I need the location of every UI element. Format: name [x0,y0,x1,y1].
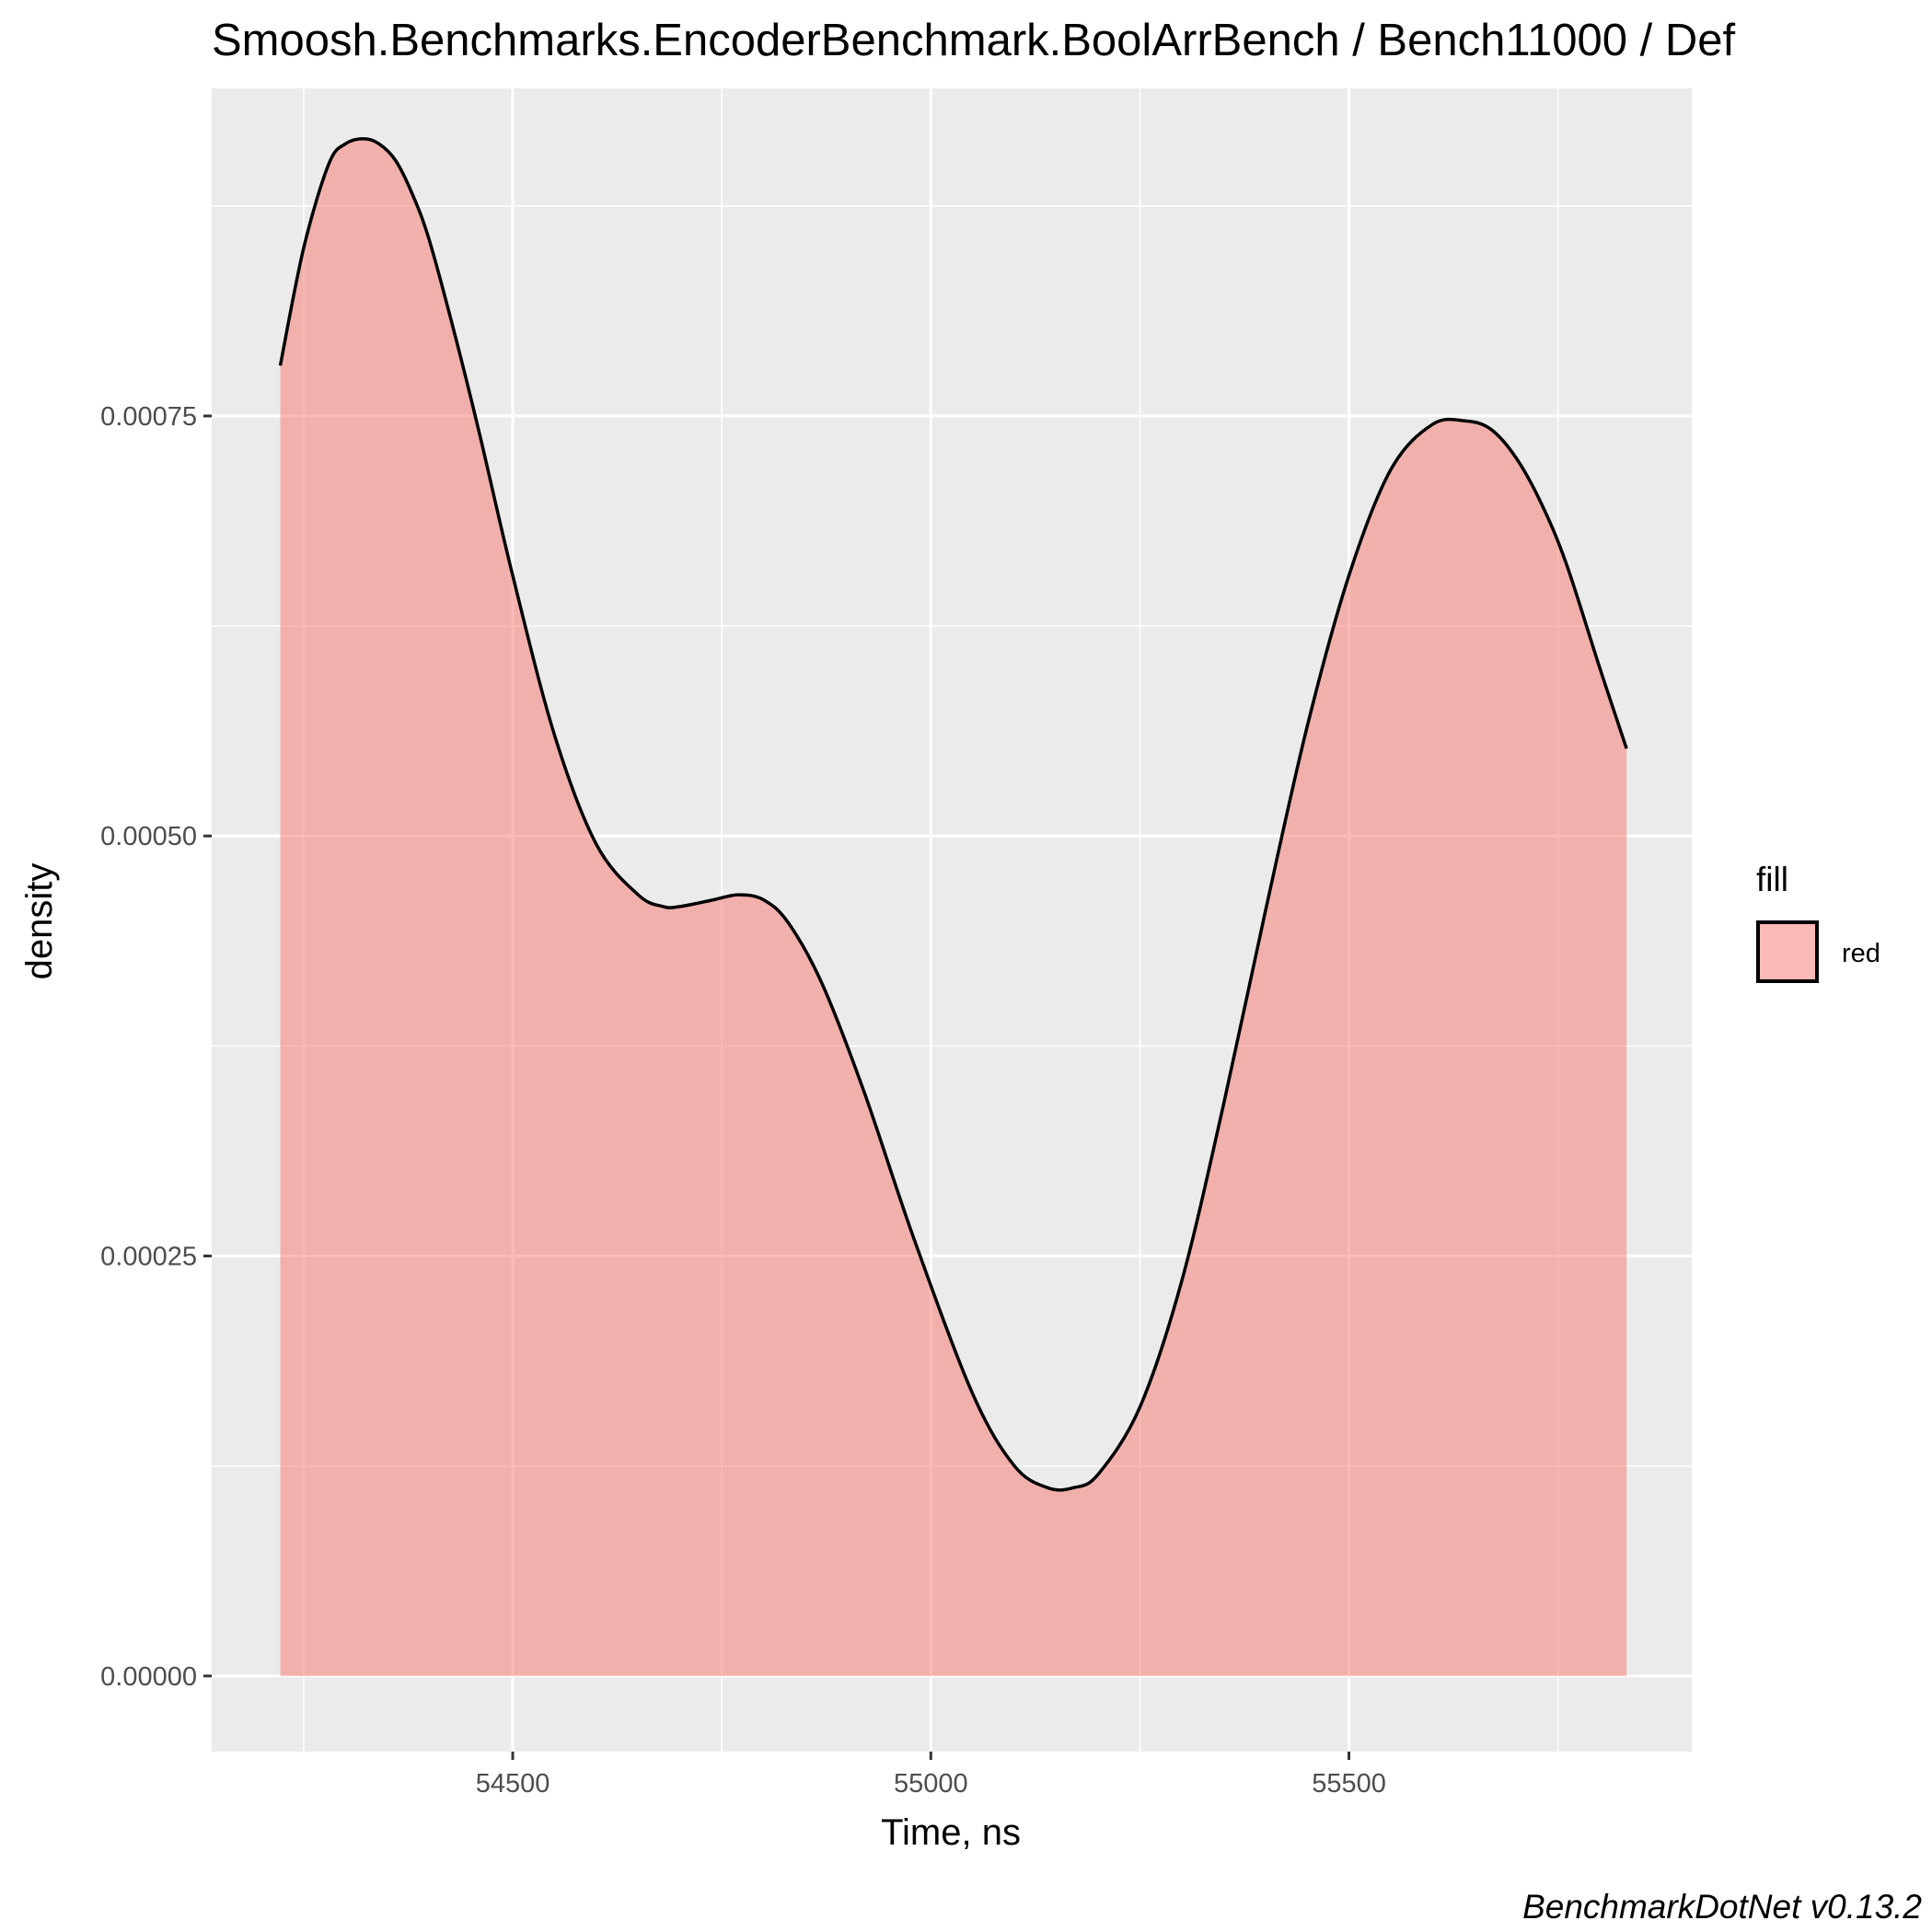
caption: BenchmarkDotNet v0.13.2 [1522,1888,1922,1926]
density-area [280,138,1627,1676]
x-tick-label: 55000 [894,1769,968,1799]
y-tick-label: 0.00000 [100,1662,197,1692]
y-tick-label: 0.00075 [100,402,197,432]
legend: fill red [1756,861,1880,983]
y-tick-label: 0.00050 [100,822,197,851]
legend-key-red [1756,920,1819,983]
x-tick-label: 55500 [1312,1769,1386,1799]
legend-label-red: red [1842,939,1880,968]
y-axis-title: density [19,863,60,980]
legend-title: fill [1756,861,1788,898]
x-axis: 54500 55000 55500 [476,1752,1386,1799]
density-curve [278,137,1628,1492]
chart-title: Smoosh.Benchmarks.EncoderBenchmark.BoolA… [212,16,1735,65]
y-tick-label: 0.00025 [100,1243,197,1272]
x-tick-label: 54500 [476,1769,550,1799]
y-axis: 0.00000 0.00025 0.00050 0.00075 [100,402,212,1692]
x-axis-title: Time, ns [881,1812,1021,1853]
